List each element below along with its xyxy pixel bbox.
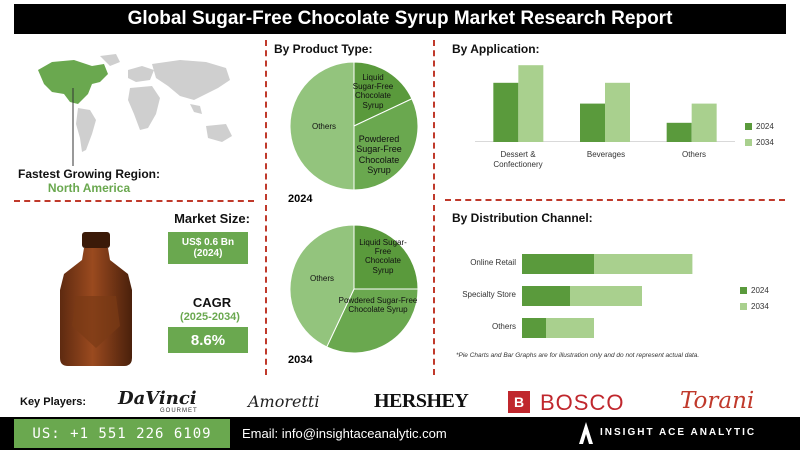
davinci-logo: DaVinci — [118, 388, 197, 409]
dist-bar-2-2034 — [546, 318, 594, 338]
dist-legend-2024: 2024 — [740, 286, 769, 295]
app-bar-2-2024 — [666, 122, 692, 142]
hershey-logo: HERSHEY — [374, 390, 469, 412]
app-bar-0-2034 — [518, 65, 544, 142]
pie-2034-slice-2 — [289, 224, 355, 348]
pie-2034-label-powdered: Powdered Sugar-Free Chocolate Syrup — [338, 296, 418, 315]
dist-tick-2: Others — [491, 322, 516, 331]
pie-2024-label-liquid: Liquid Sugar-Free Chocolate Syrup — [352, 73, 394, 110]
davinci-logo-sub: GOURMET — [160, 408, 198, 414]
distribution-legend: 2024 2034 — [740, 286, 769, 311]
cagr-heading: CAGR — [192, 295, 232, 310]
amoretti-logo: Amoretti — [248, 392, 320, 411]
pie-2034-year: 2034 — [288, 354, 313, 366]
application-bar-chart — [475, 65, 735, 142]
pie-2024-slice-1 — [353, 98, 419, 191]
pie-2024-label-powdered: Powdered Sugar-Free Chocolate Syrup — [356, 134, 402, 176]
market-size-year: (2024) — [193, 248, 223, 259]
market-size-heading: Market Size: — [174, 211, 250, 226]
pie-2034-slice-1 — [326, 288, 419, 354]
phone-number[interactable]: US: +1 551 226 6109 — [14, 419, 230, 448]
market-size-value: US$ 0.6 Bn — [181, 237, 235, 248]
email-link[interactable]: Email: info@insightaceanalytic.com — [242, 426, 447, 441]
divider-region — [14, 200, 254, 202]
divider-right-bottom — [433, 205, 435, 375]
app-tick-0: Dessert & Confectionery — [493, 150, 543, 170]
torani-logo: Torani — [680, 388, 755, 414]
bosco-logo: BOSCO — [540, 390, 625, 415]
app-bar-0-2024 — [493, 82, 519, 142]
region-value: North America — [47, 181, 131, 195]
divider-left-top — [265, 40, 267, 200]
dist-legend-2034: 2034 — [740, 302, 769, 311]
app-bar-1-2024 — [580, 103, 605, 142]
region-heading: Fastest Growing Region: — [17, 167, 160, 181]
world-map-icon — [38, 54, 232, 166]
app-tick-2: Others — [681, 150, 706, 159]
app-legend-2034: 2034 — [745, 138, 774, 147]
pie-2034-slice-0 — [353, 224, 419, 290]
disclaimer-text: *Pie Charts and Bar Graphs are for illus… — [456, 352, 700, 359]
application-legend: 2024 2034 — [745, 122, 774, 147]
pie-2024-slice-0 — [353, 61, 413, 127]
pie-2024-label-others: Others — [311, 122, 336, 131]
distribution-heading: By Distribution Channel: — [452, 211, 593, 225]
pie-2034-label-liquid: Liquid Sugar-Free Chocolate Syrup — [359, 238, 407, 275]
app-bar-1-2034 — [605, 82, 630, 142]
key-players-bar: Key Players: DaVinci GOURMET Amoretti HE… — [0, 386, 800, 416]
pie-chart-2034 — [289, 224, 419, 354]
app-bar-2-2034 — [691, 103, 717, 142]
divider-left-bottom — [265, 205, 267, 375]
dist-bar-1-2024 — [522, 286, 570, 306]
syrup-bottle-icon — [60, 232, 132, 366]
divider-right-top — [433, 40, 435, 200]
pie-2024-slice-2 — [289, 61, 355, 191]
dist-tick-1: Specialty Store — [462, 290, 516, 299]
product-type-heading: By Product Type: — [274, 42, 373, 56]
key-players-label: Key Players: — [20, 396, 87, 408]
distribution-bar-chart — [522, 254, 693, 338]
dist-tick-0: Online Retail — [470, 258, 516, 267]
divider-application — [445, 199, 785, 201]
dist-bar-0-2024 — [522, 254, 594, 274]
app-legend-2024: 2024 — [745, 122, 774, 131]
dist-bar-2-2024 — [522, 318, 546, 338]
application-heading: By Application: — [452, 42, 540, 56]
app-tick-1: Beverages — [586, 150, 626, 159]
page-title: Global Sugar-Free Chocolate Syrup Market… — [14, 4, 786, 34]
pie-chart-2024 — [289, 61, 419, 191]
market-size-box: US$ 0.6 Bn (2024) — [168, 232, 248, 264]
insight-ace-logo-icon — [579, 422, 593, 444]
dist-bar-1-2034 — [570, 286, 642, 306]
pie-2024-year: 2024 — [288, 193, 313, 205]
cagr-value: 8.6% — [168, 327, 248, 353]
bosco-logo-icon: B — [508, 391, 530, 413]
brand-name: INSIGHT ACE ANALYTIC — [600, 427, 757, 438]
cagr-period: (2025-2034) — [180, 311, 240, 323]
pie-2034-label-others: Others — [309, 274, 334, 283]
dist-bar-0-2034 — [594, 254, 693, 274]
